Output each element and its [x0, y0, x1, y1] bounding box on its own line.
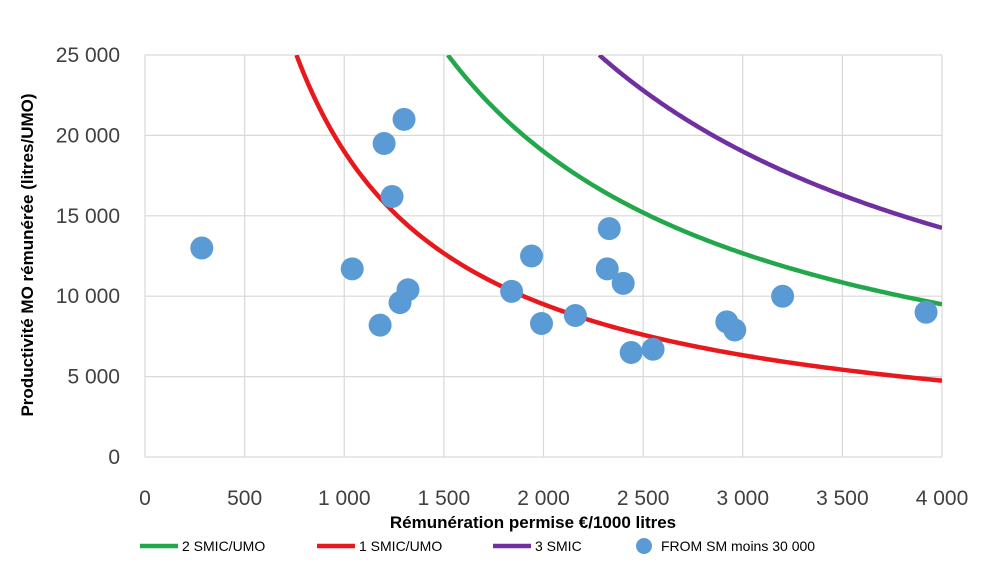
scatter-point [396, 278, 420, 302]
curve-1-smic-umo [294, 55, 942, 383]
legend-item: 1 SMIC/UMO [317, 538, 442, 554]
y-tick-label: 0 [108, 446, 120, 469]
x-tick-label: 4 000 [916, 487, 969, 510]
legend: 2 SMIC/UMO 1 SMIC/UMO 3 SMIC FROM SM moins … [140, 538, 815, 554]
curves [294, 55, 942, 383]
curve-3-smic [597, 55, 942, 231]
scatter-point [597, 217, 621, 241]
y-tick-label: 20 000 [56, 124, 120, 147]
legend-label: 3 SMIC [535, 538, 582, 554]
scatter-point [520, 244, 544, 268]
scatter-point [563, 303, 587, 327]
x-tick-label: 3 000 [716, 487, 769, 510]
x-tick-label: 500 [227, 487, 262, 510]
scatter-point [190, 236, 214, 260]
gridlines [144, 54, 943, 458]
scatter-point [641, 337, 665, 361]
legend-swatch [636, 538, 652, 554]
scatter-point [723, 318, 747, 342]
scatter-point [611, 271, 635, 295]
y-tick-label: 10 000 [56, 285, 120, 308]
y-axis-title: Productivité MO rémunérée (litres/UMO) [18, 93, 37, 416]
y-tick-labels: 0 5 000 10 000 15 000 20 000 25 000 [56, 44, 120, 469]
x-tick-labels: 0 500 1 000 1 500 2 000 2 500 3 000 3 500 4 000 [139, 487, 968, 510]
x-tick-label: 2 500 [617, 487, 670, 510]
scatter-point [500, 279, 524, 303]
x-tick-label: 1 500 [418, 487, 471, 510]
x-tick-label: 3 500 [816, 487, 869, 510]
legend-item: FROM SM moins 30 000 [636, 538, 815, 554]
y-tick-label: 15 000 [56, 205, 120, 228]
x-tick-label: 0 [139, 487, 151, 510]
y-tick-label: 25 000 [56, 44, 120, 67]
legend-label: FROM SM moins 30 000 [661, 538, 815, 554]
legend-item: 3 SMIC [493, 538, 582, 554]
legend-label: 1 SMIC/UMO [359, 538, 442, 554]
scatter-point [368, 313, 392, 337]
legend-label: 2 SMIC/UMO [182, 538, 265, 554]
x-tick-label: 1 000 [318, 487, 371, 510]
scatter-points [190, 107, 938, 364]
x-axis-title: Rémunération permise €/1000 litres [390, 513, 676, 532]
scatter-point [380, 185, 404, 209]
curve-2-smic-umo [446, 55, 942, 307]
scatter-point [340, 257, 364, 281]
scatter-point [392, 107, 416, 131]
scatter-point [914, 300, 938, 324]
x-tick-label: 2 000 [517, 487, 570, 510]
scatter-point [619, 340, 643, 364]
scatter-point [595, 257, 619, 281]
scatter-point [372, 131, 396, 155]
scatter-point [530, 312, 554, 336]
legend-item: 2 SMIC/UMO [140, 538, 265, 554]
scatter-point [771, 284, 795, 308]
y-tick-label: 5 000 [67, 366, 120, 389]
